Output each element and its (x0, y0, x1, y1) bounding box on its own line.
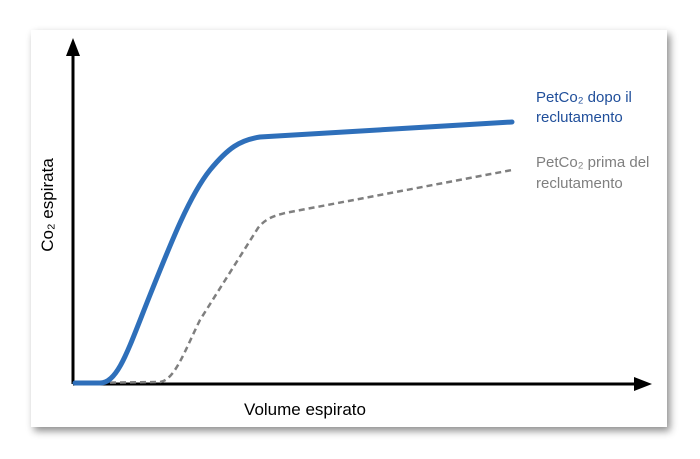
curve-label: PetCo₂ dopo il (536, 89, 632, 106)
x-axis-label: Volume espirato (244, 400, 366, 419)
curve-label: reclutamento (536, 175, 623, 192)
x-arrow (634, 377, 652, 391)
y-arrow (66, 38, 80, 56)
curve-before (79, 168, 513, 385)
y-axis-label: Co₂ espirata (38, 158, 57, 252)
card (31, 30, 667, 427)
curve-label: PetCo₂ prima del (536, 154, 649, 171)
curve-label: reclutamento (536, 109, 623, 126)
curve-after (72, 119, 515, 386)
